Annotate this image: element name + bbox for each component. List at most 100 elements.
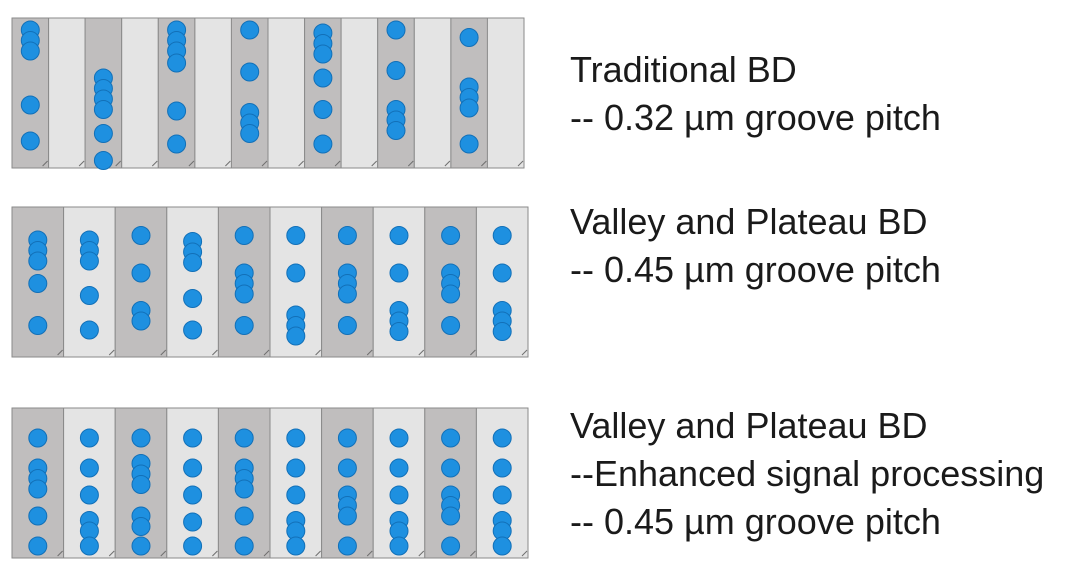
data-pit bbox=[93, 100, 113, 119]
data-pit bbox=[79, 458, 99, 478]
stripe-bevel bbox=[470, 349, 476, 356]
data-pit bbox=[183, 536, 203, 556]
data-pit bbox=[459, 28, 479, 47]
data-pit bbox=[286, 263, 306, 283]
data-pit bbox=[131, 517, 151, 536]
data-pit bbox=[386, 61, 406, 80]
stripe-bevel bbox=[315, 550, 321, 557]
data-pit bbox=[131, 536, 151, 556]
stripe-bevel bbox=[57, 550, 63, 557]
stripe-bevel bbox=[418, 550, 425, 557]
data-pit bbox=[131, 226, 151, 245]
data-pit bbox=[441, 506, 461, 526]
stripe-bevel bbox=[108, 349, 115, 356]
data-pit bbox=[28, 251, 48, 271]
data-pit bbox=[183, 428, 203, 448]
data-pit bbox=[240, 124, 260, 143]
data-pit bbox=[313, 44, 333, 64]
data-pit bbox=[131, 475, 151, 494]
stripe-bevel bbox=[470, 550, 476, 557]
stripe-bevel bbox=[115, 160, 122, 167]
data-pit bbox=[234, 479, 254, 499]
data-pit bbox=[492, 536, 512, 556]
caption-line: Valley and Plateau BD bbox=[570, 405, 928, 446]
data-pit bbox=[28, 479, 48, 499]
data-pit bbox=[492, 458, 512, 478]
caption-line: -- 0.45 µm groove pitch bbox=[570, 249, 941, 290]
groove-plateau bbox=[48, 17, 86, 169]
data-pit bbox=[492, 428, 512, 448]
data-pit bbox=[234, 284, 254, 304]
data-pit bbox=[286, 428, 306, 448]
stripe-bevel bbox=[42, 160, 48, 167]
stripe-bevel bbox=[160, 349, 167, 356]
stripe-bevel bbox=[521, 349, 528, 356]
caption-valley-plateau-enhanced: Valley and Plateau BD --Enhanced signal … bbox=[570, 402, 1044, 546]
stripe-bevel bbox=[160, 550, 167, 557]
stripe-bevel bbox=[108, 550, 115, 557]
data-pit bbox=[28, 316, 48, 335]
stripe-bevel bbox=[188, 160, 195, 167]
data-pit bbox=[93, 151, 113, 170]
caption-line: -- 0.32 µm groove pitch bbox=[570, 97, 941, 138]
data-pit bbox=[337, 536, 357, 556]
data-pit bbox=[286, 458, 306, 478]
data-pit bbox=[337, 458, 357, 478]
data-pit bbox=[389, 536, 409, 556]
data-pit bbox=[337, 316, 357, 335]
data-pit bbox=[183, 512, 203, 532]
data-pit bbox=[337, 284, 357, 304]
caption-line: --Enhanced signal processing bbox=[570, 453, 1045, 494]
data-pit bbox=[20, 131, 40, 151]
data-pit bbox=[131, 263, 151, 283]
data-pit bbox=[313, 134, 333, 154]
data-pit bbox=[286, 536, 306, 556]
groove-plateau bbox=[340, 17, 379, 169]
caption-valley-plateau-bd: Valley and Plateau BD -- 0.45 µm groove … bbox=[570, 198, 941, 294]
groove-panel-2 bbox=[11, 206, 529, 358]
data-pit bbox=[20, 95, 40, 115]
stripe-bevel bbox=[78, 160, 85, 167]
stripe-bevel bbox=[263, 349, 270, 356]
stripe-bevel bbox=[212, 349, 218, 356]
data-pit bbox=[386, 121, 406, 140]
data-pit bbox=[234, 506, 254, 526]
stripe-bevel bbox=[366, 550, 373, 557]
data-pit bbox=[93, 124, 113, 143]
data-pit bbox=[28, 274, 48, 293]
stripe-bevel bbox=[334, 160, 341, 167]
groove-plateau bbox=[486, 17, 525, 169]
groove-plateau bbox=[267, 17, 306, 169]
data-pit bbox=[79, 536, 99, 556]
data-pit bbox=[183, 458, 203, 478]
data-pit bbox=[28, 428, 48, 448]
data-pit bbox=[337, 428, 357, 448]
stripe-bevel bbox=[418, 349, 425, 356]
data-pit bbox=[131, 311, 151, 331]
data-pit bbox=[441, 428, 461, 448]
groove-panel-3 bbox=[11, 407, 529, 559]
data-pit bbox=[240, 20, 260, 40]
caption-line: -- 0.45 µm groove pitch bbox=[570, 501, 941, 542]
data-pit bbox=[441, 284, 461, 304]
data-pit bbox=[441, 458, 461, 478]
data-pit bbox=[389, 226, 409, 245]
data-pit bbox=[313, 68, 333, 88]
data-pit bbox=[337, 226, 357, 245]
stripe-bevel bbox=[151, 160, 158, 167]
data-pit bbox=[459, 134, 479, 154]
stripe-bevel bbox=[371, 160, 378, 167]
data-pit bbox=[234, 226, 254, 245]
data-pit bbox=[79, 428, 99, 448]
stripe-bevel bbox=[225, 160, 231, 167]
data-pit bbox=[441, 226, 461, 245]
data-pit bbox=[441, 316, 461, 335]
data-pit bbox=[167, 101, 187, 121]
groove-valley bbox=[230, 17, 269, 169]
data-pit bbox=[389, 322, 409, 341]
stripe-bevel bbox=[481, 160, 487, 167]
caption-line: Traditional BD bbox=[570, 49, 797, 90]
data-pit bbox=[28, 506, 48, 526]
data-pit bbox=[492, 485, 512, 505]
